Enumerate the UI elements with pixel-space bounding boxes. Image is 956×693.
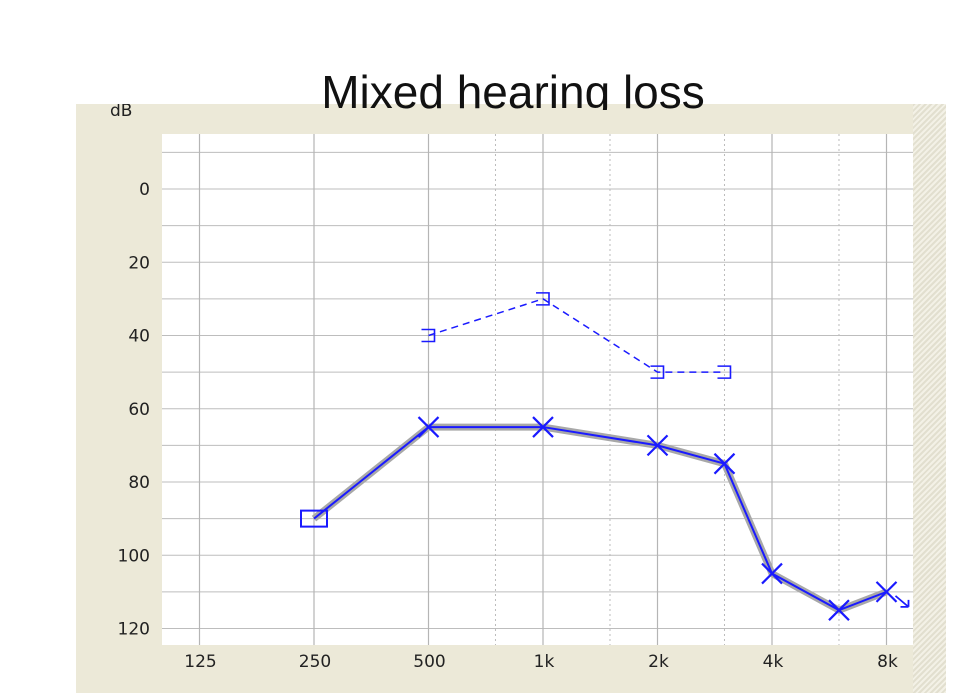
x-tick-label: 500 <box>413 652 445 672</box>
no-response-arrow <box>894 595 910 608</box>
x-tick-label: 8k <box>877 652 898 672</box>
data-point-x <box>417 416 440 438</box>
data-point-x <box>761 562 783 585</box>
x-tick-label: 1k <box>534 652 555 672</box>
x-tick-label: 125 <box>184 652 216 672</box>
y-tick-label: 60 <box>128 400 150 420</box>
data-point-bracket <box>650 365 665 379</box>
data-point-x <box>532 416 554 438</box>
chart-title: Mixed hearing loss <box>321 66 705 110</box>
data-point-square <box>300 509 328 528</box>
y-tick-label: 100 <box>118 546 150 566</box>
x-tick-label: 4k <box>763 652 784 672</box>
data-point-x <box>646 434 669 457</box>
y-tick-label: 20 <box>128 253 150 273</box>
plot-area <box>162 134 913 645</box>
data-point-x <box>713 452 736 475</box>
series-line-air-conduction <box>313 426 887 612</box>
y-tick-label: 120 <box>118 620 150 640</box>
data-point-x <box>828 599 850 621</box>
y-axis-label: dB <box>110 104 133 116</box>
data-point-bracket <box>421 328 436 343</box>
x-tick-label: 250 <box>299 652 331 672</box>
panel-hatched-edge <box>913 104 946 693</box>
data-point-bracket <box>717 365 732 379</box>
data-point-x <box>875 581 898 603</box>
data-point-bracket <box>536 292 550 306</box>
y-tick-label: 0 <box>139 180 150 200</box>
y-tick-label: 80 <box>128 473 150 493</box>
series-line-bone-conduction <box>428 298 725 373</box>
x-tick-label: 2k <box>648 652 669 672</box>
y-tick-label: 40 <box>128 327 150 347</box>
